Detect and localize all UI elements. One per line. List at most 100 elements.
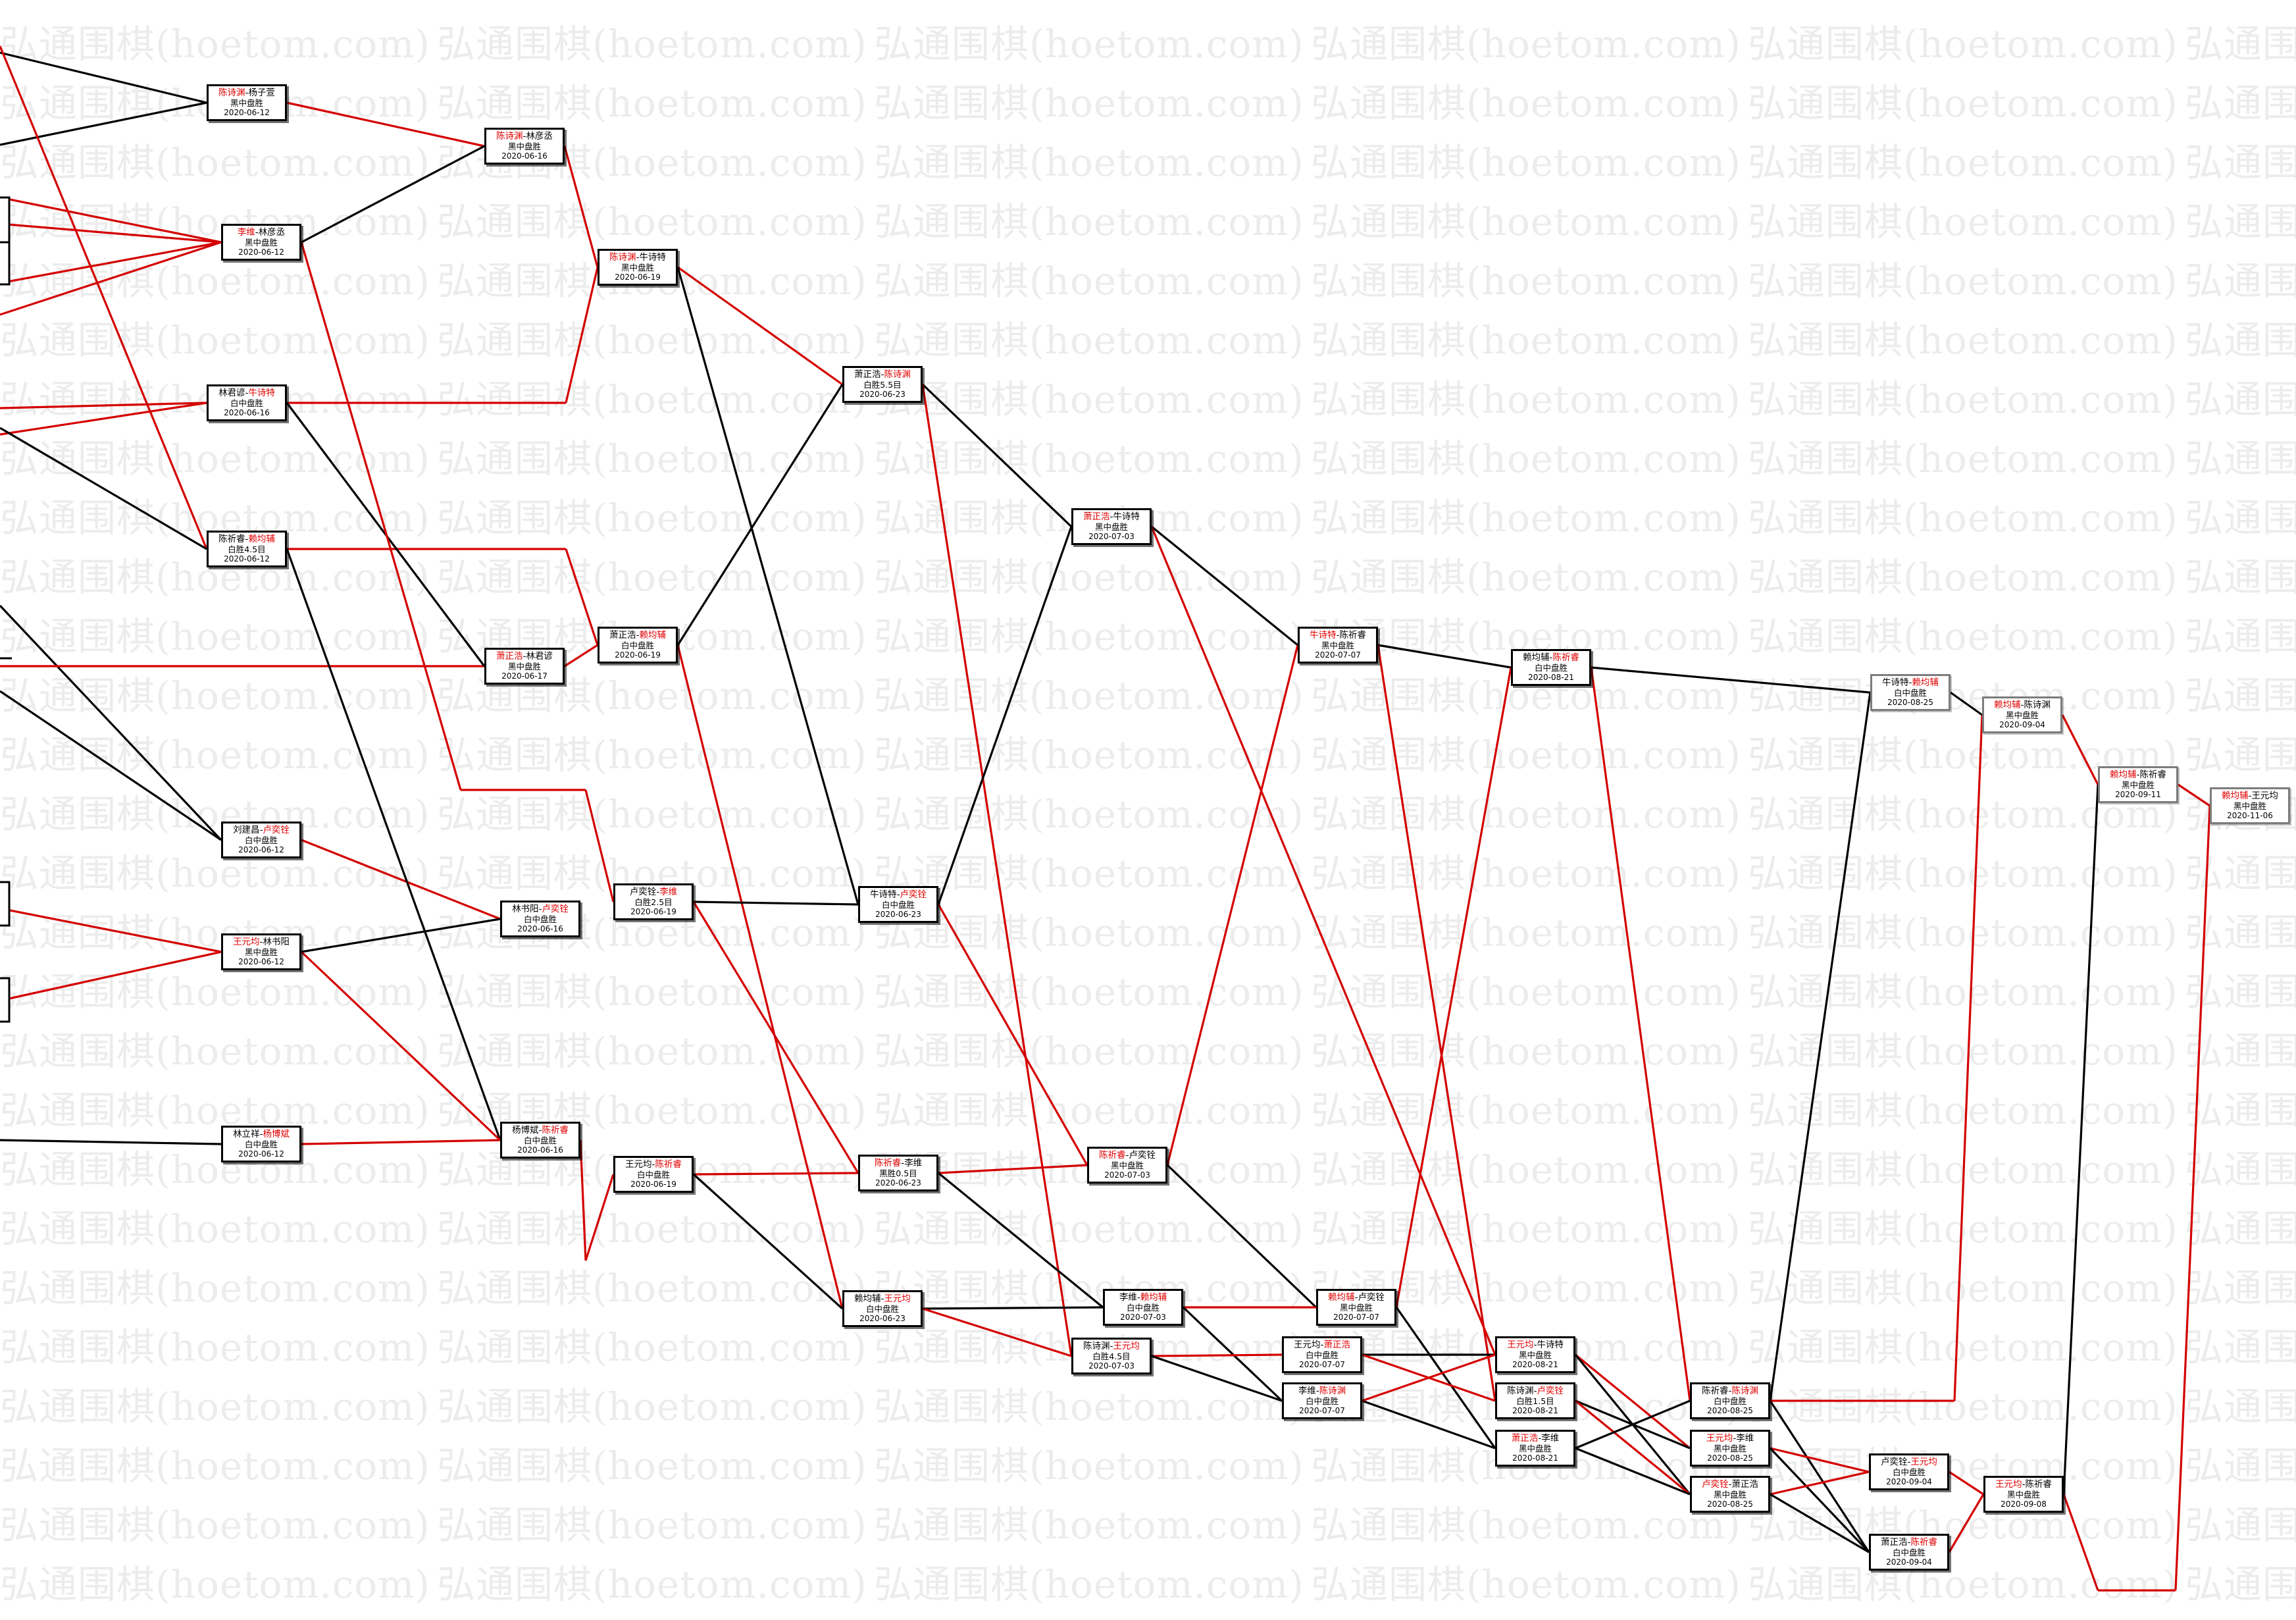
winner-link-line	[300, 242, 462, 791]
match-players: 牛诗特-卢奕铨	[860, 889, 936, 900]
match-box[interactable]: 萧正浩-李维 黑中盘胜 2020-08-21	[1495, 1430, 1575, 1467]
player-separator: -	[880, 1293, 884, 1304]
player-black: 赖均辅	[1994, 700, 2021, 710]
match-box[interactable]: 牛诗特-卢奕铨 白中盘胜 2020-06-23	[858, 886, 938, 923]
player-white: 陈诗渊	[884, 369, 911, 380]
player-white: 牛诗特	[1113, 511, 1140, 522]
loser-link-line	[1591, 666, 1871, 694]
match-result: 黑中盘胜	[2005, 710, 2039, 720]
player-white: 杨博斌	[263, 1129, 290, 1139]
match-box[interactable]: 林立祥-杨博斌 白中盘胜 2020-06-12	[221, 1126, 301, 1163]
match-box[interactable]: 牛诗特-陈祈睿 黑中盘胜 2020-07-07	[1298, 627, 1378, 664]
match-date: 2020-07-07	[1299, 1406, 1345, 1415]
player-black: 王元均	[1507, 1340, 1534, 1350]
match-box[interactable]: 卢奕铨-萧正浩 黑中盘胜 2020-08-25	[1690, 1476, 1770, 1513]
match-box[interactable]: 李维-赖均辅 白中盘胜 2020-07-03	[1103, 1289, 1183, 1326]
match-players: 陈祈睿-李维	[860, 1158, 936, 1168]
match-date: 2020-06-12	[238, 248, 284, 257]
loser-link-line	[301, 145, 485, 244]
match-box[interactable]: 陈诗渊-卢奕铨 白胜1.5目 2020-08-21	[1495, 1382, 1575, 1419]
match-box[interactable]: 萧正浩-林君谚 黑中盘胜 2020-06-17	[484, 648, 565, 685]
match-box[interactable]: 陈祈睿-卢奕铨 黑中盘胜 2020-07-03	[1087, 1147, 1167, 1184]
match-box[interactable]: 林书阳-卢奕铨 白中盘胜 2020-06-16	[500, 901, 580, 937]
match-box[interactable]: 李维-林彦丞 黑中盘胜 2020-06-12	[221, 224, 301, 261]
match-box[interactable]: 萧正浩-牛诗特 黑中盘胜 2020-07-03	[1071, 508, 1152, 545]
winner-link-line	[301, 1139, 501, 1145]
loser-link-line	[692, 1173, 844, 1310]
winner-link-line	[2178, 783, 2210, 807]
match-box[interactable]: 赖均辅-陈诗渊 黑中盘胜 2020-09-04	[1982, 696, 2062, 733]
match-players: 卢奕铨-萧正浩	[1692, 1479, 1768, 1490]
winner-link-line	[676, 644, 844, 1309]
winner-link-line	[2062, 1494, 2099, 1591]
match-box[interactable]: 王元均-李维 黑中盘胜 2020-08-25	[1690, 1430, 1770, 1467]
match-date: 2020-09-11	[2115, 790, 2161, 799]
winner-link-line	[565, 548, 599, 646]
winner-link-line	[693, 1172, 859, 1176]
match-date: 2020-07-03	[1120, 1313, 1166, 1322]
match-players: 赖均辅-卢奕铨	[1318, 1292, 1394, 1303]
clipped-box	[0, 241, 11, 286]
player-white: 王元均	[2251, 791, 2278, 801]
loser-link-line	[0, 51, 207, 104]
match-box[interactable]: 陈诗渊-林彦丞 黑中盘胜 2020-06-16	[484, 128, 565, 165]
match-box[interactable]: 赖均辅-卢奕铨 黑中盘胜 2020-07-07	[1316, 1289, 1396, 1326]
match-box[interactable]: 王元均-牛诗特 黑中盘胜 2020-08-21	[1495, 1336, 1575, 1373]
match-result: 白中盘胜	[865, 1304, 899, 1314]
match-box[interactable]: 陈诗渊-王元均 白胜4.5目 2020-07-03	[1071, 1338, 1152, 1374]
match-result: 黑中盘胜	[2006, 1490, 2040, 1500]
loser-link-line	[0, 604, 222, 841]
match-box[interactable]: 陈诗渊-牛诗特 黑中盘胜 2020-06-19	[598, 249, 678, 286]
winner-link-line	[1948, 1494, 1985, 1553]
match-players: 李维-陈诗渊	[1284, 1386, 1360, 1396]
match-result: 白中盘胜	[1892, 1467, 1926, 1477]
match-box[interactable]: 王元均-陈祈睿 黑中盘胜 2020-09-08	[1983, 1476, 2064, 1513]
match-result: 黑中盘胜	[1518, 1444, 1552, 1453]
match-box[interactable]: 牛诗特-赖均辅 白中盘胜 2020-08-25	[1870, 674, 1951, 711]
winner-link-line	[0, 907, 222, 953]
winner-link-line	[0, 222, 222, 244]
match-players: 牛诗特-赖均辅	[1872, 677, 1949, 688]
match-box[interactable]: 卢奕铨-王元均 白中盘胜 2020-09-04	[1869, 1453, 1949, 1490]
match-result: 白中盘胜	[1305, 1396, 1339, 1406]
match-date: 2020-06-12	[238, 957, 284, 966]
match-box[interactable]: 李维-陈诗渊 白中盘胜 2020-07-07	[1282, 1382, 1362, 1419]
player-black: 赖均辅	[1328, 1292, 1355, 1303]
match-result: 黑中盘胜	[1713, 1444, 1747, 1453]
match-box[interactable]: 萧正浩-陈诗渊 白胜5.5目 2020-06-23	[842, 366, 923, 403]
loser-link-line	[1950, 691, 1983, 716]
match-box[interactable]: 杨博斌-陈祈睿 白中盘胜 2020-06-16	[500, 1122, 580, 1159]
match-box[interactable]: 赖均辅-王元均 黑中盘胜 2020-11-06	[2210, 787, 2290, 824]
match-box[interactable]: 王元均-萧正浩 白中盘胜 2020-07-07	[1282, 1336, 1362, 1373]
match-box[interactable]: 王元均-陈祈睿 白中盘胜 2020-06-19	[613, 1156, 694, 1193]
match-result: 白中盘胜	[523, 1136, 557, 1145]
match-box[interactable]: 萧正浩-陈祈睿 白中盘胜 2020-09-04	[1869, 1534, 1949, 1571]
match-box[interactable]: 陈祈睿-李维 黑胜0.5目 2020-06-23	[858, 1155, 938, 1191]
match-box[interactable]: 林君谚-牛诗特 白中盘胜 2020-06-16	[207, 384, 287, 421]
match-box[interactable]: 赖均辅-陈祈睿 白中盘胜 2020-08-21	[1511, 649, 1591, 686]
match-box[interactable]: 萧正浩-赖均辅 白中盘胜 2020-06-19	[598, 627, 678, 664]
player-black: 陈祈睿	[1702, 1386, 1729, 1396]
match-box[interactable]: 王元均-林书阳 黑中盘胜 2020-06-12	[221, 933, 301, 970]
match-box[interactable]: 刘建昌-卢奕铨 白中盘胜 2020-06-12	[221, 822, 301, 858]
player-white: 陈祈睿	[542, 1125, 569, 1136]
match-box[interactable]: 陈祈睿-赖均辅 白胜4.5目 2020-06-12	[207, 531, 287, 567]
player-white: 卢奕铨	[1129, 1150, 1156, 1161]
match-date: 2020-09-04	[1886, 1557, 1932, 1567]
match-box[interactable]: 赖均辅-陈祈睿 黑中盘胜 2020-09-11	[2098, 766, 2178, 803]
match-players: 陈诗渊-王元均	[1073, 1341, 1150, 1351]
player-black: 王元均	[233, 937, 260, 947]
player-black: 陈祈睿	[874, 1158, 902, 1168]
match-box[interactable]: 陈祈睿-陈诗渊 白中盘胜 2020-08-25	[1690, 1382, 1770, 1419]
match-date: 2020-07-03	[1088, 532, 1135, 541]
match-box[interactable]: 陈诗渊-杨子萱 黑中盘胜 2020-06-12	[207, 84, 287, 121]
match-box[interactable]: 赖均辅-王元均 白中盘胜 2020-06-23	[842, 1290, 923, 1327]
player-separator: -	[1533, 1386, 1537, 1396]
match-box[interactable]: 卢奕铨-李维 白胜2.5目 2020-06-19	[613, 883, 694, 920]
player-white: 王元均	[1113, 1341, 1140, 1351]
match-date: 2020-08-25	[1707, 1406, 1753, 1415]
match-players: 李维-林彦丞	[223, 227, 299, 238]
match-date: 2020-08-21	[1512, 1406, 1558, 1415]
player-separator: -	[656, 887, 660, 897]
match-players: 陈诗渊-卢奕铨	[1497, 1386, 1573, 1396]
